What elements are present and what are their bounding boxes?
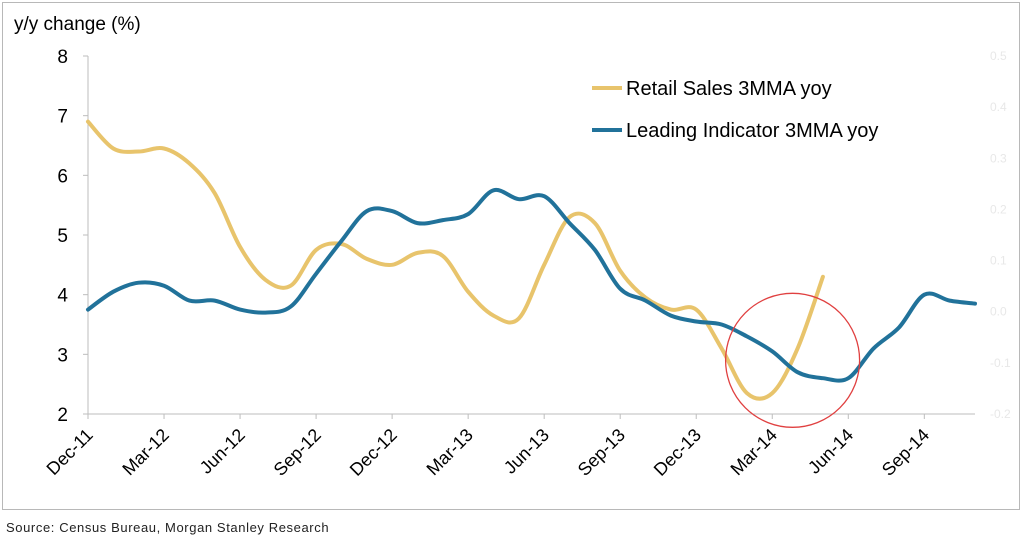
series-lines [86, 119, 977, 401]
y-axis-label: y/y change (%) [14, 14, 141, 35]
x-axis-ticks: Dec-11 Mar-12 Jun-12 Sep-12 Dec-12 Mar-13 Jun-… [43, 414, 933, 480]
annotation [724, 292, 861, 428]
right-tick-label: 0.2 [990, 202, 1007, 216]
highlight-circle [724, 292, 861, 428]
legend: Retail Sales 3MMA yoy Leading Indicator 3… [592, 78, 878, 142]
y-tick-label: 6 [57, 166, 68, 187]
right-tick-label: -0.1 [990, 356, 1011, 370]
x-tick-label: Dec-11 [43, 425, 97, 479]
x-tick-label: Jun-13 [500, 425, 553, 478]
axes [87, 56, 975, 415]
x-tick-label: Dec-13 [650, 425, 705, 480]
leading-indicator-line [86, 187, 977, 383]
y-tick-label: 8 [57, 47, 68, 68]
legend-label: Leading Indicator 3MMA yoy [626, 120, 878, 142]
y-tick-label: 2 [57, 405, 68, 426]
y-tick-label: 4 [57, 286, 68, 307]
right-tick-label: -0.2 [990, 407, 1011, 421]
right-tick-label: 0.4 [990, 100, 1007, 114]
x-tick-label: Mar-14 [727, 425, 781, 479]
x-tick-label: Dec-12 [346, 425, 401, 480]
x-tick-label: Mar-12 [118, 425, 172, 479]
x-tick-label: Jun-14 [804, 425, 857, 478]
x-tick-label: Jun-12 [196, 425, 249, 478]
source-note: Source: Census Bureau, Morgan Stanley Re… [6, 520, 330, 535]
retail-sales-line [86, 119, 825, 401]
y-axis-ticks: 2 3 4 5 6 7 8 [57, 47, 88, 426]
right-axis-ticks: 0.5 0.4 0.3 0.2 0.1 0.0 -0.1 -0.2 [990, 49, 1011, 421]
x-tick-label: Mar-13 [423, 425, 477, 479]
right-tick-label: 0.1 [990, 254, 1007, 268]
x-tick-label: Sep-14 [878, 425, 933, 480]
right-tick-label: 0.3 [990, 151, 1007, 165]
x-tick-label: Sep-13 [574, 425, 629, 480]
x-tick-label: Sep-12 [270, 425, 325, 480]
legend-label: Retail Sales 3MMA yoy [626, 78, 832, 100]
y-tick-label: 3 [57, 345, 68, 366]
right-tick-label: 0.5 [990, 49, 1007, 63]
y-tick-label: 7 [57, 107, 68, 128]
right-tick-label: 0.0 [990, 305, 1007, 319]
chart-frame [2, 2, 1020, 510]
y-tick-label: 5 [57, 226, 68, 247]
